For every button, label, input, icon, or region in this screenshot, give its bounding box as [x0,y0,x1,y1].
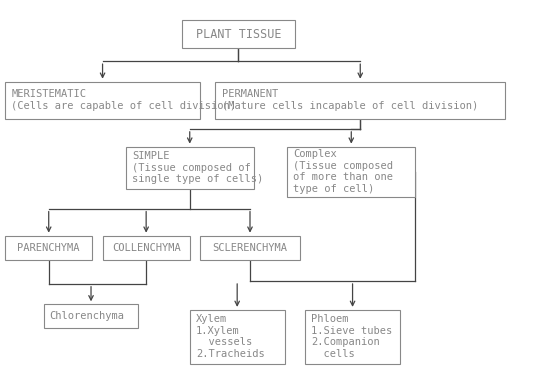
FancyBboxPatch shape [287,147,415,197]
FancyBboxPatch shape [200,236,300,260]
FancyBboxPatch shape [215,82,505,119]
FancyBboxPatch shape [190,310,285,364]
Text: Complex
(Tissue composed
of more than one
type of cell): Complex (Tissue composed of more than on… [293,149,394,194]
Text: Xylem
1.Xylem
  vessels
2.Tracheids: Xylem 1.Xylem vessels 2.Tracheids [196,314,265,359]
Text: Chlorenchyma: Chlorenchyma [50,311,125,321]
Text: SCLERENCHYMA: SCLERENCHYMA [213,243,287,253]
FancyBboxPatch shape [44,304,138,328]
Text: MERISTEMATIC
(Cells are capable of cell division): MERISTEMATIC (Cells are capable of cell … [11,89,236,111]
Text: Phloem
1.Sieve tubes
2.Companion
  cells: Phloem 1.Sieve tubes 2.Companion cells [311,314,392,359]
Text: PLANT TISSUE: PLANT TISSUE [195,28,281,41]
FancyBboxPatch shape [125,147,254,189]
FancyBboxPatch shape [5,82,200,119]
Text: PERMANENT
(Mature cells incapable of cell division): PERMANENT (Mature cells incapable of cel… [222,89,478,111]
FancyBboxPatch shape [5,236,92,260]
FancyBboxPatch shape [103,236,190,260]
FancyBboxPatch shape [182,20,295,48]
FancyBboxPatch shape [305,310,400,364]
Text: PARENCHYMA: PARENCHYMA [18,243,80,253]
Text: COLLENCHYMA: COLLENCHYMA [112,243,180,253]
Text: SIMPLE
(Tissue composed of
single type of cells): SIMPLE (Tissue composed of single type o… [132,151,263,184]
